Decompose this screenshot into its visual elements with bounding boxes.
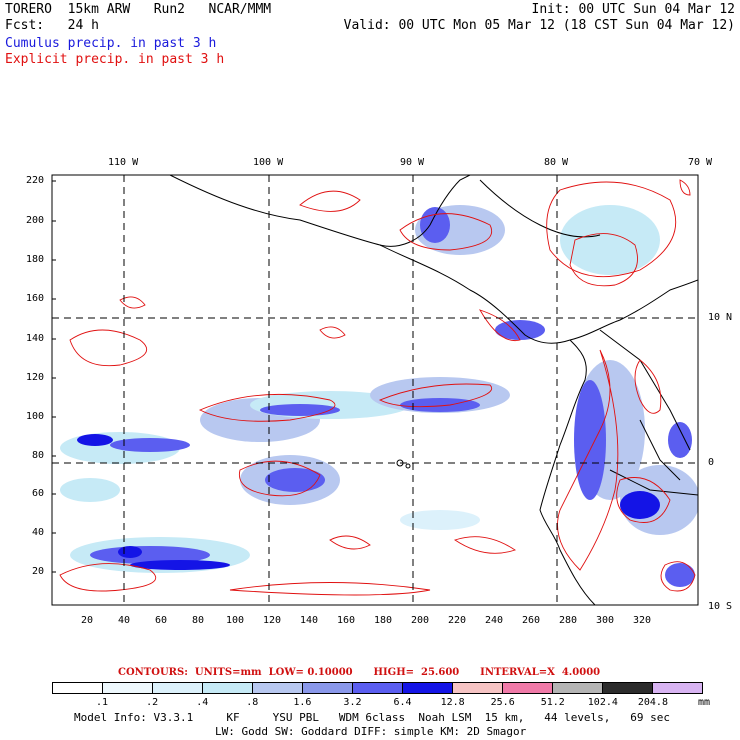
explicit-precip-contours (59, 179, 696, 596)
colorbar-swatch (102, 683, 152, 693)
colorbar-swatch (152, 683, 202, 693)
left-tick-40: 40 (32, 527, 45, 538)
bottom-tick-180: 180 (374, 615, 393, 626)
colorbar-label: .2 (146, 697, 159, 708)
colorbar (52, 682, 703, 694)
bottom-tick-120: 120 (263, 615, 282, 626)
colorbar-label: 6.4 (393, 697, 412, 708)
colorbar-label: .4 (196, 697, 209, 708)
left-tick-20: 20 (32, 566, 45, 577)
left-tick-80: 80 (32, 450, 45, 461)
colorbar-label: .1 (96, 697, 109, 708)
bottom-tick-300: 300 (596, 615, 615, 626)
lon-label-80w: 80 W (544, 157, 569, 168)
lon-label-70w: 70 W (688, 157, 713, 168)
bottom-tick-280: 280 (559, 615, 578, 626)
forecast-hour: Fcst: 24 h (5, 18, 99, 33)
cumulus-legend-line: Cumulus precip. in past 3 h (5, 36, 217, 51)
left-tick-60: 60 (32, 488, 45, 499)
bottom-tick-260: 260 (522, 615, 541, 626)
colorbar-swatch (53, 683, 102, 693)
contour-info: CONTOURS: UNITS=mm LOW= 0.10000 HIGH= 25… (118, 667, 601, 678)
colorbar-label: 102.4 (587, 697, 618, 708)
colorbar-label: 204.8 (637, 697, 668, 708)
lat-label-0: 0 (708, 457, 715, 468)
colorbar-label: 1.6 (293, 697, 312, 708)
colorbar-swatch (452, 683, 502, 693)
explicit-legend-line: Explicit precip. in past 3 h (5, 52, 225, 67)
coastlines (169, 175, 698, 605)
colorbar-label: 3.2 (343, 697, 362, 708)
colorbar-swatch (352, 683, 402, 693)
colorbar-swatch (602, 683, 652, 693)
bottom-tick-100: 100 (226, 615, 245, 626)
left-tick-100: 100 (26, 411, 45, 422)
bottom-tick-80: 80 (192, 615, 205, 626)
colorbar-labels: .1 .2 .4 .8 1.6 3.2 6.4 12.8 25.6 51.2 102.4 204.8 (52, 697, 703, 709)
bottom-tick-40: 40 (118, 615, 131, 626)
bottom-tick-200: 200 (411, 615, 430, 626)
colorbar-label: 12.8 (440, 697, 465, 708)
left-tick-220: 220 (26, 175, 45, 186)
axis-tick-marks (52, 180, 56, 573)
model-info-line1: Model Info: V3.3.1 KF YSU PBL WDM 6class… (74, 711, 671, 724)
model-info-line2: LW: Godd SW: Goddard DIFF: simple KM: 2D… (215, 725, 527, 738)
colorbar-swatch (202, 683, 252, 693)
bottom-tick-20: 20 (81, 615, 94, 626)
left-tick-120: 120 (26, 372, 45, 383)
left-tick-160: 160 (26, 293, 45, 304)
colorbar-swatch (552, 683, 602, 693)
lat-label-10n: 10 N (708, 312, 733, 323)
bottom-tick-240: 240 (485, 615, 504, 626)
colorbar-label: 25.6 (490, 697, 515, 708)
colorbar-swatch (502, 683, 552, 693)
colorbar-swatch (402, 683, 452, 693)
bottom-tick-140: 140 (300, 615, 319, 626)
colorbar-unit: mm (698, 697, 711, 708)
lat-label-10s: 10 S (708, 601, 733, 612)
lon-label-100w: 100 W (253, 157, 284, 168)
map-frame (51, 174, 699, 606)
left-tick-200: 200 (26, 215, 45, 226)
model-run-title: TORERO 15km ARW Run2 NCAR/MMM (5, 2, 272, 17)
bottom-tick-320: 320 (633, 615, 652, 626)
bottom-tick-60: 60 (155, 615, 168, 626)
colorbar-swatch (302, 683, 352, 693)
lon-label-110w: 110 W (108, 157, 139, 168)
lon-label-90w: 90 W (400, 157, 425, 168)
bottom-tick-160: 160 (337, 615, 356, 626)
colorbar-swatch (252, 683, 302, 693)
colorbar-swatch (652, 683, 702, 693)
left-tick-140: 140 (26, 333, 45, 344)
colorbar-label: 51.2 (540, 697, 565, 708)
init-time: Init: 00 UTC Sun 04 Mar 12 (531, 2, 736, 17)
valid-time: Valid: 00 UTC Mon 05 Mar 12 (18 CST Sun … (343, 18, 735, 33)
colorbar-label: .8 (246, 697, 259, 708)
bottom-tick-220: 220 (448, 615, 467, 626)
left-tick-180: 180 (26, 254, 45, 265)
